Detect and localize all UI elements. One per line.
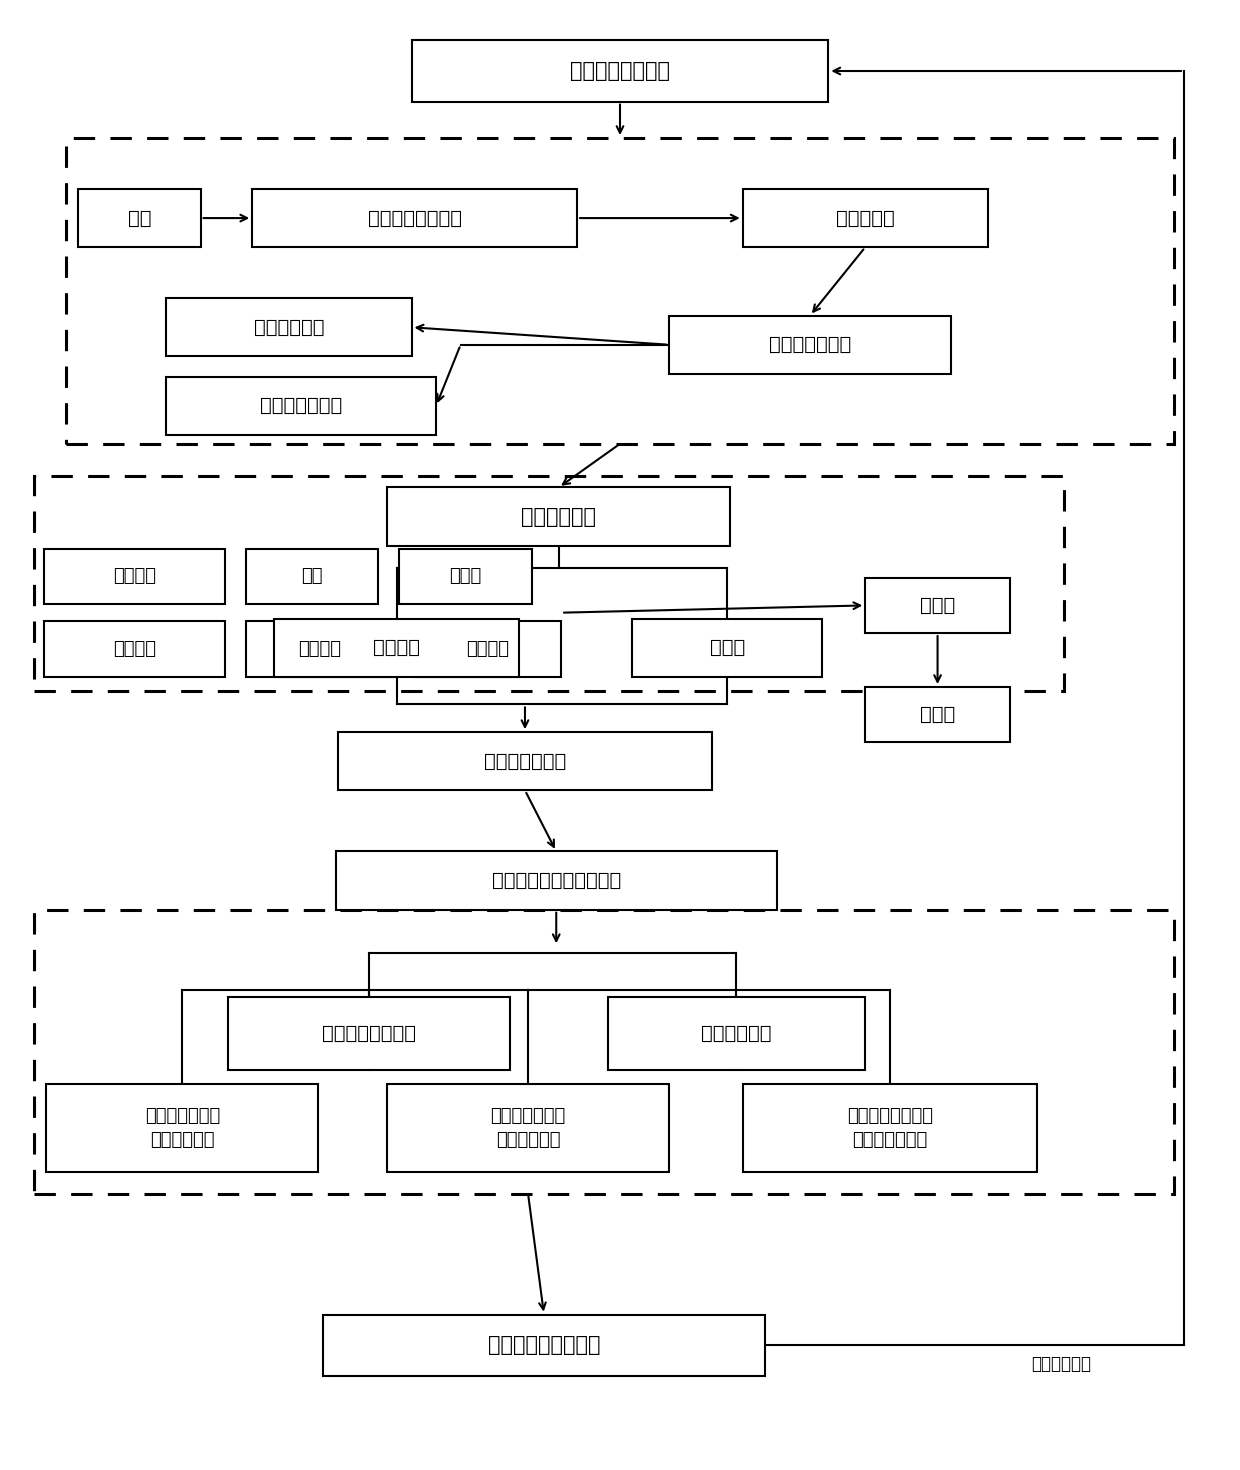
Text: 推进力: 推进力 (449, 567, 481, 585)
FancyBboxPatch shape (866, 578, 1009, 634)
FancyBboxPatch shape (246, 548, 378, 604)
Text: 击打压力: 击打压力 (298, 639, 341, 659)
FancyBboxPatch shape (866, 686, 1009, 742)
Text: 钻机: 钻机 (128, 209, 151, 228)
FancyBboxPatch shape (43, 622, 226, 676)
FancyBboxPatch shape (632, 619, 822, 676)
Text: 种群算法优化的
神经网络模型: 种群算法优化的 神经网络模型 (490, 1107, 565, 1150)
FancyBboxPatch shape (670, 316, 951, 373)
Text: 样本信号采集: 样本信号采集 (521, 507, 596, 526)
FancyBboxPatch shape (252, 190, 577, 247)
FancyBboxPatch shape (336, 851, 777, 910)
FancyBboxPatch shape (399, 548, 532, 604)
Text: 击打频率: 击打频率 (113, 639, 156, 659)
Text: 多元线性回归模型: 多元线性回归模型 (321, 1025, 415, 1044)
Text: 神经网络模型: 神经网络模型 (702, 1025, 771, 1044)
Text: 归一化: 归一化 (920, 595, 955, 614)
Text: 信号收发器: 信号收发器 (836, 209, 894, 228)
FancyBboxPatch shape (387, 1085, 670, 1172)
Text: 钻进速度: 钻进速度 (113, 567, 156, 585)
Text: 地上电脑终端: 地上电脑终端 (254, 318, 324, 337)
Text: 确定最优预测模型及参数: 确定最优预测模型及参数 (491, 872, 621, 891)
FancyBboxPatch shape (166, 298, 412, 356)
Text: 钻比能量: 钻比能量 (466, 639, 510, 659)
FancyBboxPatch shape (274, 619, 520, 676)
FancyBboxPatch shape (78, 190, 201, 247)
FancyBboxPatch shape (43, 548, 226, 604)
Text: 遗传算法优化的
神经网络模型: 遗传算法优化的 神经网络模型 (145, 1107, 219, 1150)
Text: 下一阶段水平: 下一阶段水平 (1032, 1355, 1091, 1373)
Text: 钻层量: 钻层量 (709, 638, 745, 657)
FancyBboxPatch shape (414, 622, 562, 676)
Text: 冲击危险性快速评测: 冲击危险性快速评测 (487, 1335, 600, 1355)
Text: 样本信号预处理: 样本信号预处理 (484, 751, 567, 770)
Text: 钻进参数采集装置: 钻进参数采集装置 (367, 209, 461, 228)
FancyBboxPatch shape (339, 732, 712, 791)
FancyBboxPatch shape (246, 622, 393, 676)
FancyBboxPatch shape (324, 1314, 765, 1376)
FancyBboxPatch shape (743, 1085, 1037, 1172)
Text: 现场施工移动端: 现场施工移动端 (260, 397, 342, 416)
Text: 钻进参数: 钻进参数 (373, 638, 420, 657)
FancyBboxPatch shape (743, 190, 988, 247)
Text: 扭矩: 扭矩 (301, 567, 322, 585)
Text: 帝国竞争算法优化
的神经网络模型: 帝国竞争算法优化 的神经网络模型 (847, 1107, 932, 1150)
Text: 数据库: 数据库 (920, 706, 955, 725)
FancyBboxPatch shape (166, 376, 436, 435)
Text: 连接信号采集装置: 连接信号采集装置 (570, 62, 670, 81)
FancyBboxPatch shape (608, 997, 866, 1070)
FancyBboxPatch shape (46, 1085, 319, 1172)
Text: 数据物理存储端: 数据物理存储端 (769, 335, 851, 354)
FancyBboxPatch shape (412, 41, 828, 101)
FancyBboxPatch shape (228, 997, 510, 1070)
FancyBboxPatch shape (387, 488, 730, 545)
